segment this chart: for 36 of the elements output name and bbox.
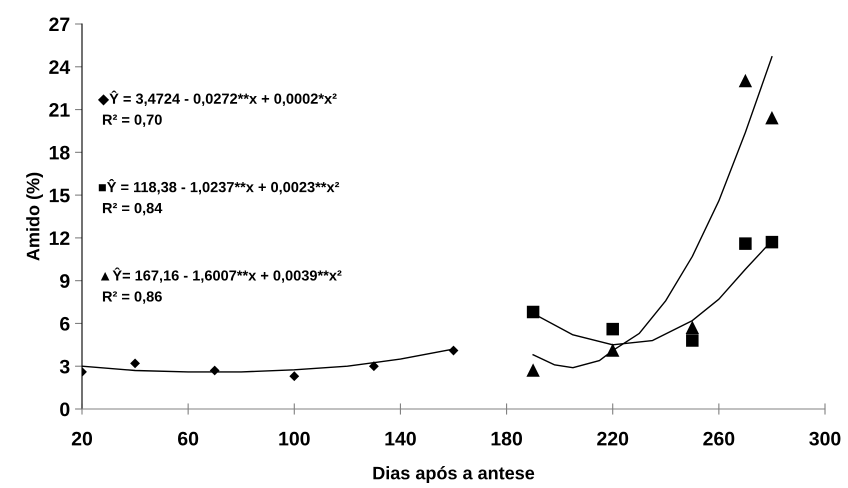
y-tick-label: 18 [50,146,70,160]
point [526,364,540,377]
point [766,236,778,248]
point [766,112,778,124]
point [686,321,699,334]
annotation: ▲Ŷ= 167,16 - 1,6007**x + 0,0039**x² R² = 0,86 [100,267,342,304]
point [290,372,299,381]
y-axis-title: Amido (%) [26,172,44,261]
x-tick-label: 100 [279,432,310,446]
point [130,358,140,368]
x-tick-label: 140 [385,432,416,446]
y-tick-label: 15 [50,188,70,202]
y-tick-label: 0 [60,402,70,416]
x-tick-label: 60 [178,432,198,446]
point [606,322,619,336]
y-tick-label: 9 [60,274,70,288]
y-tick-label: 6 [60,316,70,331]
x-tick-label: 260 [703,432,734,446]
point [686,334,699,347]
line-series [532,56,773,368]
y-tick-label: 3 [60,360,70,374]
point [739,237,752,250]
x-tick-label: 20 [72,432,92,446]
point [526,306,540,318]
point [739,74,752,88]
x-axis-title: Dias após a antese [373,466,534,484]
x-tick-label: 300 [809,432,840,446]
y-tick-label: 12 [50,231,70,245]
y-tick-label: 24 [49,60,70,74]
x-tick-label: 220 [597,432,628,446]
point [369,362,379,371]
annotation: ■Ŷ = 118,38 - 1,0237**x + 0,0023**x² R² = 0,84 [98,179,340,216]
y-tick-label: 27 [49,17,70,32]
annotation: ◆Ŷ = 3,4724 - 0,0272**x + 0,0002*x² R² = 0,70 [98,90,337,127]
x-tick-label: 180 [492,432,522,446]
y-tick-label: 21 [49,103,70,117]
